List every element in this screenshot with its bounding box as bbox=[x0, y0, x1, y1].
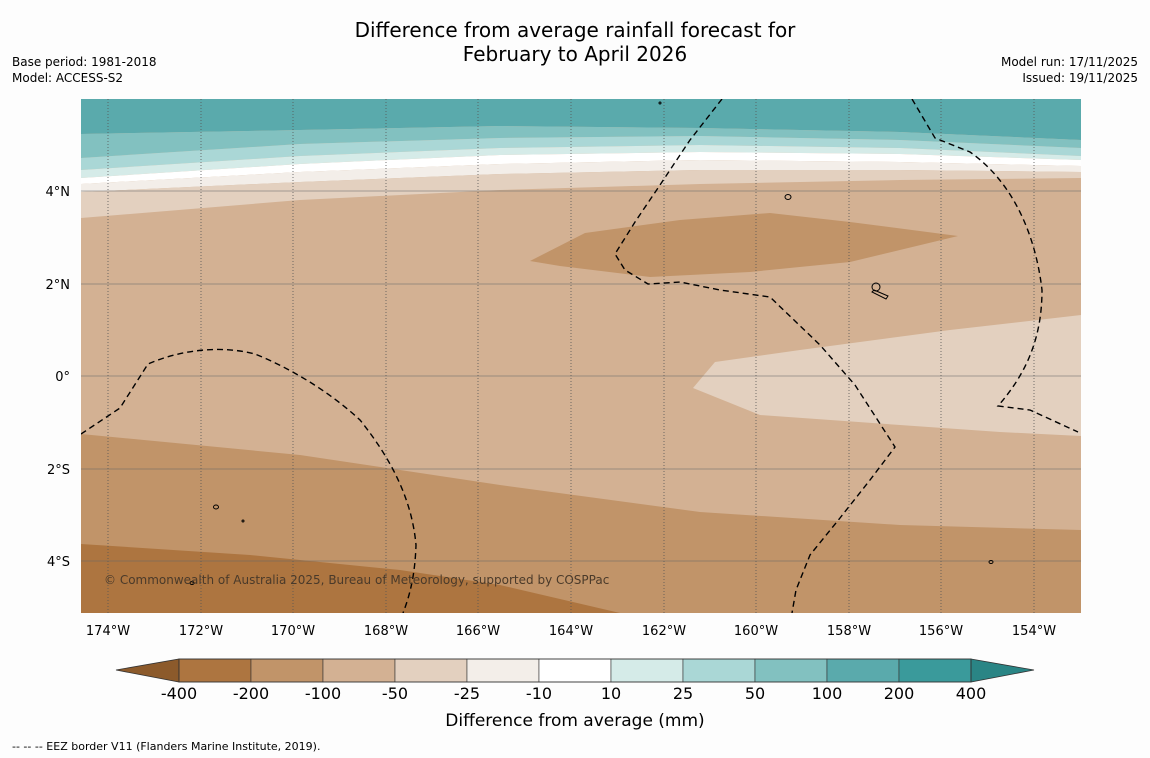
model-run-text: Model run: 17/11/2025 bbox=[1000, 55, 1138, 69]
colorbar-tick-label: 100 bbox=[812, 684, 843, 703]
colorbar-tick-label: -25 bbox=[454, 684, 480, 703]
lon-label: 166°W bbox=[456, 624, 500, 639]
colorbar-cell bbox=[754, 658, 828, 683]
eez-border-east bbox=[911, 99, 1079, 433]
colorbar-extend-high bbox=[970, 658, 1035, 683]
eez-legend-note: -- -- -- EEZ border V11 (Flanders Marine… bbox=[12, 740, 321, 753]
colorbar-cell bbox=[250, 658, 324, 683]
lat-label: 4°S bbox=[47, 555, 70, 570]
colorbar-cell bbox=[538, 658, 612, 683]
lon-label: 162°W bbox=[642, 624, 686, 639]
colorbar-tick-label: 50 bbox=[745, 684, 765, 703]
lat-label: 2°S bbox=[47, 463, 70, 478]
band-plus-10 bbox=[81, 145, 1081, 178]
issued-text: Issued: 19/11/2025 bbox=[1022, 71, 1138, 85]
band-plus-25 bbox=[81, 136, 1081, 170]
colorbar-frame bbox=[178, 658, 972, 683]
band-minus-50-east bbox=[693, 315, 1081, 436]
lon-label: 158°W bbox=[827, 624, 871, 639]
island-d bbox=[213, 504, 219, 510]
meta-right: Model run: 17/11/2025 Issued: 19/11/2025 bbox=[1001, 54, 1138, 86]
band-minus-50 bbox=[81, 170, 1081, 218]
colorbar-tick-label: -10 bbox=[526, 684, 552, 703]
island-f bbox=[988, 560, 994, 564]
lon-label: 160°W bbox=[734, 624, 778, 639]
colorbar-cell bbox=[898, 658, 972, 683]
lon-labels: 174°W 172°W 170°W 168°W 166°W 164°W 162°… bbox=[86, 624, 1056, 639]
colorbar-cell bbox=[178, 658, 252, 683]
band-plus-100 bbox=[81, 99, 1081, 140]
lat-label: 2°N bbox=[46, 278, 71, 293]
meta-left: Base period: 1981-2018 Model: ACCESS-S2 bbox=[12, 54, 157, 86]
lat-label: 4°N bbox=[46, 185, 71, 200]
colorbar-cells bbox=[178, 658, 972, 683]
colorbar-cell bbox=[322, 658, 396, 683]
band-plus-50 bbox=[81, 122, 1081, 158]
lat-gridlines bbox=[81, 190, 1081, 562]
colorbar-tick-label: 25 bbox=[673, 684, 693, 703]
lon-label: 164°W bbox=[549, 624, 593, 639]
colorbar-tick-label: 400 bbox=[956, 684, 987, 703]
colorbar-label: Difference from average (mm) bbox=[445, 711, 704, 731]
copyright-text: © Commonwealth of Australia 2025, Bureau… bbox=[104, 573, 609, 587]
base-period-text: Base period: 1981-2018 bbox=[12, 55, 157, 69]
lat-label: 0° bbox=[55, 370, 70, 385]
title-line-1: Difference from average rainfall forecas… bbox=[354, 18, 796, 42]
map-panel: © Commonwealth of Australia 2025, Bureau… bbox=[81, 99, 1081, 613]
colorbar: -400 -200 -100 -50 -25 -10 10 25 50 100 200 400 Dif… bbox=[115, 658, 1035, 731]
band-minus-200-center bbox=[530, 213, 958, 277]
lat-labels: 4°N 2°N 0° 2°S 4°S bbox=[46, 185, 71, 570]
eez-border-central bbox=[614, 99, 896, 613]
eez-borders bbox=[81, 99, 1079, 613]
band-white bbox=[81, 152, 1081, 184]
colorbar-tick-label: 200 bbox=[884, 684, 915, 703]
colorbar-cell bbox=[682, 658, 756, 683]
lon-label: 168°W bbox=[364, 624, 408, 639]
island-e bbox=[189, 581, 195, 585]
island-a bbox=[784, 194, 792, 200]
lon-label: 170°W bbox=[271, 624, 315, 639]
island-g bbox=[658, 101, 662, 105]
eez-border-west bbox=[81, 348, 417, 613]
colorbar-tick-label: -400 bbox=[161, 684, 197, 703]
colorbar-ticks: -400 -200 -100 -50 -25 -10 10 25 50 100 200 400 bbox=[161, 684, 986, 703]
colorbar-cell bbox=[610, 658, 684, 683]
colorbar-tick-label: -100 bbox=[305, 684, 341, 703]
lon-label: 156°W bbox=[919, 624, 963, 639]
colorbar-tick-label: -200 bbox=[233, 684, 269, 703]
band-minus-25 bbox=[81, 160, 1081, 192]
lon-label: 174°W bbox=[86, 624, 130, 639]
map-title: Difference from average rainfall forecas… bbox=[0, 18, 1150, 66]
colorbar-tick-label: 10 bbox=[601, 684, 621, 703]
lon-label: 172°W bbox=[179, 624, 223, 639]
colorbar-cell bbox=[394, 658, 468, 683]
colorbar-cell bbox=[826, 658, 900, 683]
colorbar-cell bbox=[466, 658, 540, 683]
island-h bbox=[241, 519, 245, 523]
islands bbox=[189, 101, 994, 585]
model-text: Model: ACCESS-S2 bbox=[12, 71, 124, 85]
island-c bbox=[871, 289, 889, 300]
lon-label: 154°W bbox=[1012, 624, 1056, 639]
colorbar-extend-low bbox=[115, 658, 180, 683]
title-line-2: February to April 2026 bbox=[462, 42, 688, 66]
colorbar-tick-label: -50 bbox=[382, 684, 408, 703]
